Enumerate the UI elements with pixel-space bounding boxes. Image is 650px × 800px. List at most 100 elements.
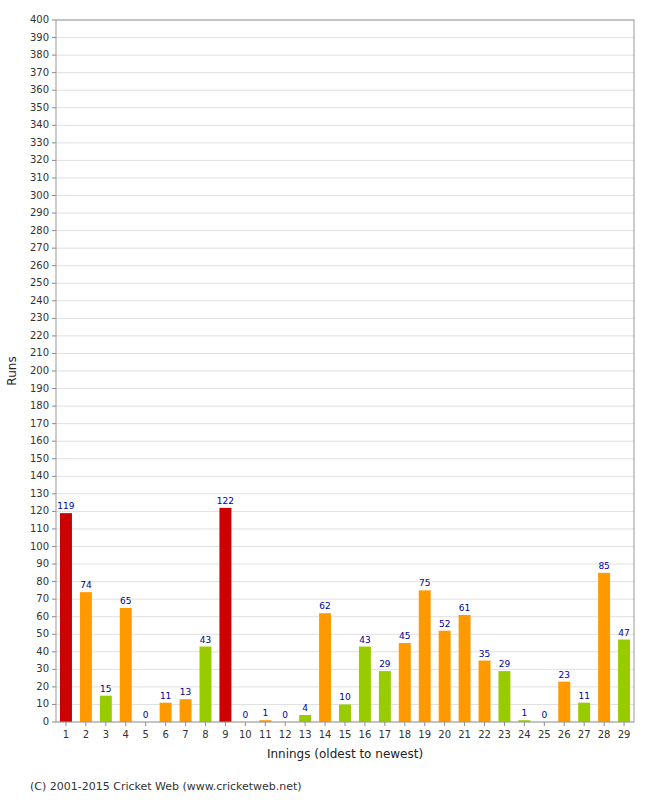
footer: (C) 2001-2015 Cricket Web (www.cricketwe… <box>30 780 302 793</box>
grid-line <box>56 616 634 617</box>
x-tick <box>245 722 246 726</box>
y-tick-label: 330 <box>30 137 49 148</box>
x-tick-label: 11 <box>259 729 272 740</box>
grid-line <box>56 651 634 652</box>
grid-line <box>56 283 634 284</box>
y-tick-label: 180 <box>30 400 49 411</box>
bar <box>419 590 431 722</box>
y-tick <box>52 335 56 336</box>
y-tick <box>52 230 56 231</box>
y-tick-label: 140 <box>30 470 49 481</box>
x-tick <box>544 722 545 726</box>
bar <box>359 647 371 722</box>
y-tick-label: 400 <box>30 14 49 25</box>
y-tick-label: 310 <box>30 172 49 183</box>
y-tick-label: 360 <box>30 84 49 95</box>
x-tick-label: 2 <box>83 729 89 740</box>
x-tick-label: 19 <box>418 729 431 740</box>
y-tick-label: 260 <box>30 260 49 271</box>
y-tick-label: 300 <box>30 190 49 201</box>
bar <box>219 508 231 722</box>
x-tick-label: 29 <box>618 729 631 740</box>
x-tick <box>305 722 306 726</box>
y-tick <box>52 669 56 670</box>
grid-line <box>56 230 634 231</box>
x-tick <box>165 722 166 726</box>
x-tick-label: 10 <box>239 729 252 740</box>
y-tick <box>52 55 56 56</box>
x-tick <box>325 722 326 726</box>
y-tick <box>52 546 56 547</box>
y-tick-label: 120 <box>30 505 49 516</box>
grid-line <box>56 564 634 565</box>
bar <box>399 643 411 722</box>
y-tick-label: 70 <box>36 593 49 604</box>
grid-line <box>56 669 634 670</box>
bar <box>60 513 72 722</box>
grid-line <box>56 125 634 126</box>
bar <box>558 682 570 722</box>
bar <box>80 592 92 722</box>
y-axis-label: Runs <box>5 356 19 385</box>
y-tick-label: 130 <box>30 488 49 499</box>
x-tick <box>624 722 625 726</box>
data-label: 29 <box>379 659 391 669</box>
y-tick-label: 220 <box>30 330 49 341</box>
x-tick <box>364 722 365 726</box>
bar <box>578 703 590 722</box>
bar <box>319 613 331 722</box>
data-label: 35 <box>479 649 490 659</box>
bar <box>180 699 192 722</box>
x-tick <box>225 722 226 726</box>
x-tick <box>125 722 126 726</box>
y-tick-label: 10 <box>36 698 49 709</box>
bar <box>439 631 451 722</box>
x-tick-label: 12 <box>279 729 292 740</box>
x-tick <box>564 722 565 726</box>
data-label: 62 <box>319 601 330 611</box>
grid-line <box>56 581 634 582</box>
x-tick-label: 23 <box>498 729 511 740</box>
grid-line <box>56 528 634 529</box>
y-tick-label: 390 <box>30 32 49 43</box>
grid-line <box>56 476 634 477</box>
bar <box>100 696 112 722</box>
bar <box>120 608 132 722</box>
bars <box>60 508 630 722</box>
y-tick-label: 60 <box>36 611 49 622</box>
bar <box>160 703 172 722</box>
data-label: 1 <box>262 708 268 718</box>
y-tick-label: 20 <box>36 681 49 692</box>
y-tick-label: 150 <box>30 453 49 464</box>
x-tick-label: 27 <box>578 729 591 740</box>
grid-line <box>56 406 634 407</box>
y-tick-label: 30 <box>36 663 49 674</box>
chart: 0102030405060708090100110120130140150160… <box>0 0 650 800</box>
bar <box>339 704 351 722</box>
x-tick-label: 4 <box>123 729 129 740</box>
bar <box>379 671 391 722</box>
data-label: 11 <box>578 691 589 701</box>
y-tick-label: 80 <box>36 576 49 587</box>
y-tick <box>52 90 56 91</box>
x-tick-label: 18 <box>398 729 411 740</box>
grid-line <box>56 458 634 459</box>
y-tick-label: 190 <box>30 383 49 394</box>
y-tick-label: 350 <box>30 102 49 113</box>
x-axis: 1234567891011121314151617181920212223242… <box>63 722 631 740</box>
bar <box>598 573 610 722</box>
grid-line <box>56 388 634 389</box>
grid-line <box>56 177 634 178</box>
data-labels: 1197415650111343122010462104329457552613… <box>57 496 629 720</box>
grid-line <box>56 634 634 635</box>
x-tick-label: 16 <box>359 729 372 740</box>
grid-line <box>56 248 634 249</box>
x-tick <box>464 722 465 726</box>
x-tick <box>404 722 405 726</box>
y-tick <box>52 300 56 301</box>
grid-line <box>56 265 634 266</box>
data-label: 1 <box>522 708 528 718</box>
plot-frame <box>56 20 634 722</box>
y-tick-label: 0 <box>43 716 49 727</box>
y-tick-label: 380 <box>30 49 49 60</box>
